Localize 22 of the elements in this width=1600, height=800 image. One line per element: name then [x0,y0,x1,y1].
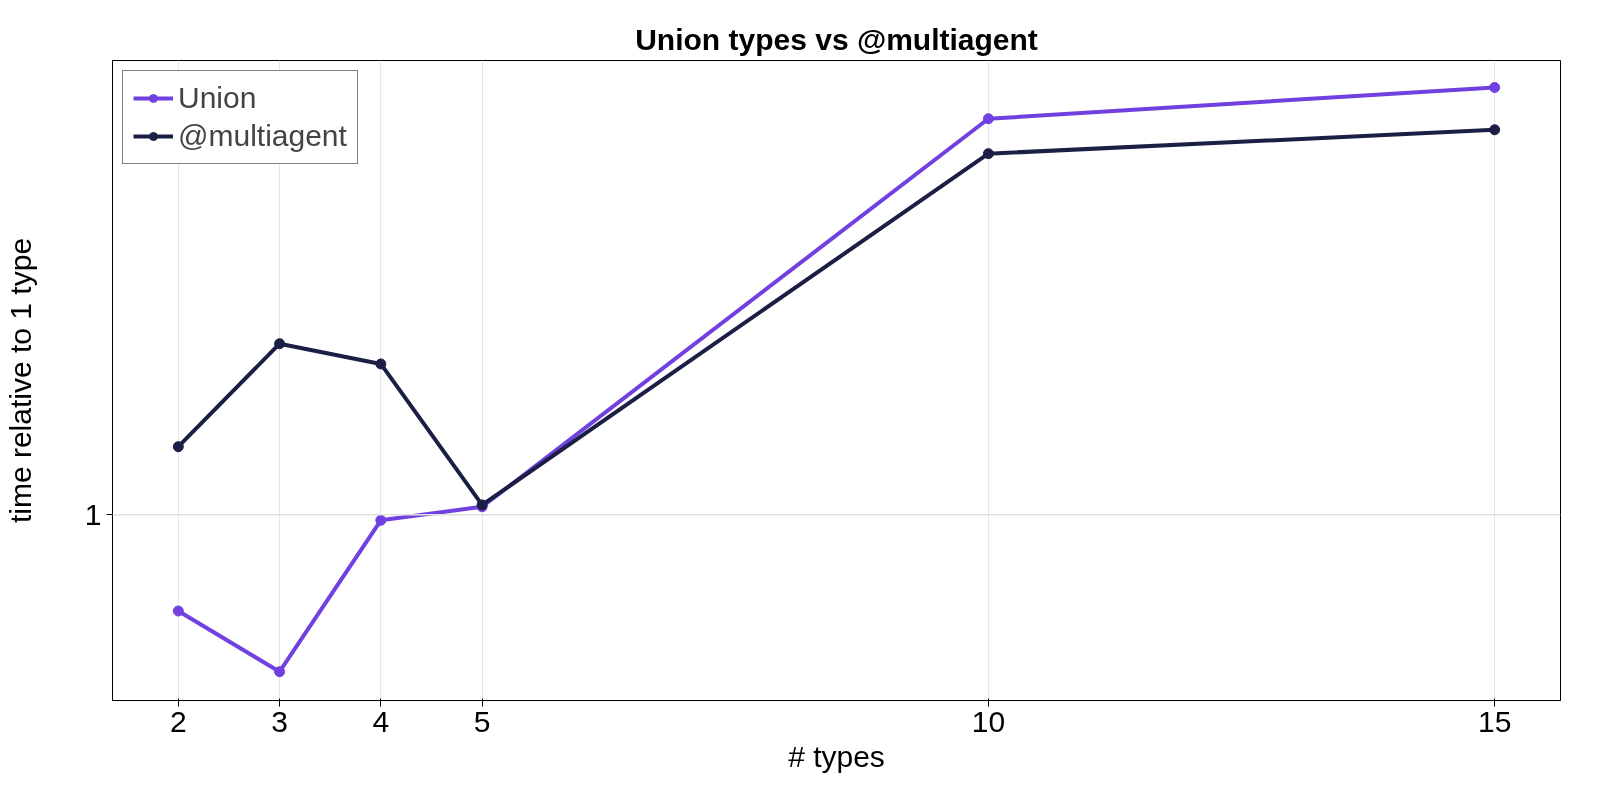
point [375,514,387,526]
x-axis-title: # types [788,739,885,773]
y-axis-title: time relative to 1 type [3,237,37,524]
point [982,148,994,160]
x-tick-label: 5 [473,704,491,738]
text: 1 [84,497,102,531]
point [172,605,184,617]
point [274,338,286,350]
point [274,666,286,678]
chart-title: Union types vs @multiagent [635,22,1038,56]
x-tick-label: 10 [971,704,1006,738]
point [375,358,387,370]
point [1489,81,1501,93]
x-tick-label: 3 [271,704,288,738]
x-tick-label: 4 [372,704,390,738]
point [982,113,994,125]
legend-label: @multiagent [178,119,347,153]
x-tick-label: 2 [169,704,187,738]
point [172,441,184,453]
point [1489,124,1501,136]
x-tick-label: 15 [1478,704,1512,738]
legend-label: Union [178,81,257,115]
